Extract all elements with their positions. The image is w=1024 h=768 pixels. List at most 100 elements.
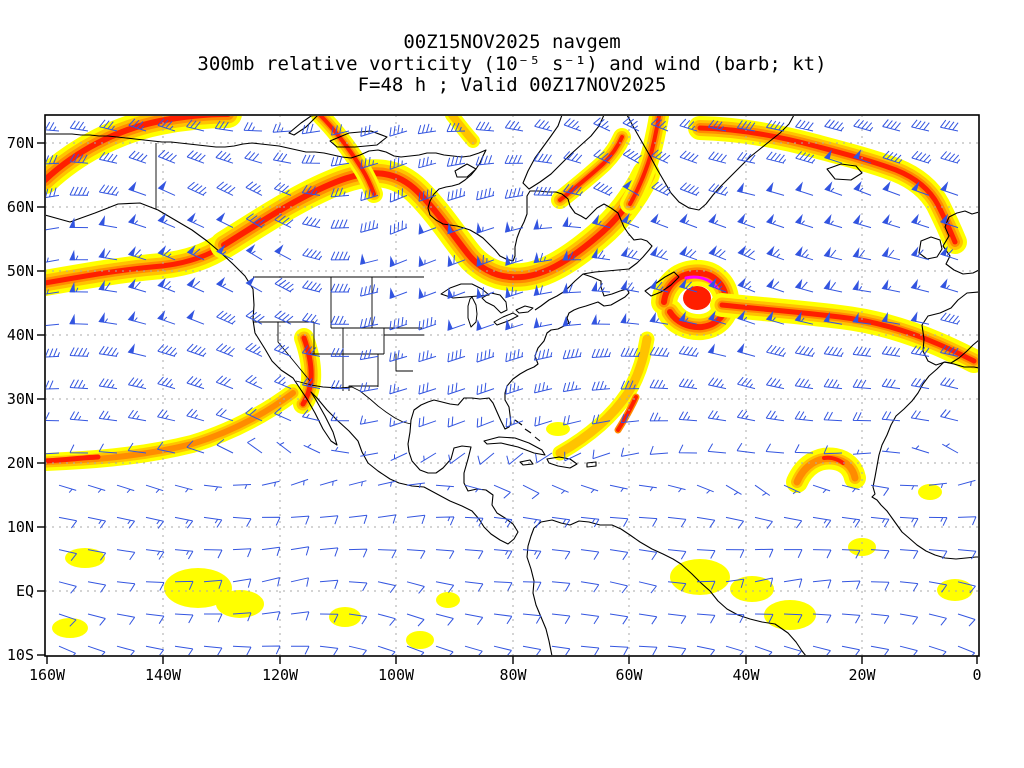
wind-barb [69, 153, 89, 164]
wind-barb [245, 374, 263, 390]
wind-barb [389, 124, 408, 137]
wind-barb-pennant [216, 244, 226, 255]
wind-barb-pennant [737, 310, 746, 321]
wind-barb [377, 514, 397, 524]
island-coastline [942, 210, 978, 275]
wind-barb [290, 577, 309, 587]
wind-barb [232, 645, 252, 655]
wind-barb [533, 186, 554, 196]
wind-barb [58, 581, 77, 594]
vorticity-blob [164, 568, 232, 608]
wind-barb [418, 156, 437, 169]
wind-barb [186, 343, 207, 357]
wind-barb-pennant [157, 245, 167, 256]
vorticity-blob [436, 592, 460, 608]
wind-barb [505, 416, 524, 428]
wind-barb [87, 516, 107, 529]
wind-barb [580, 516, 600, 528]
wind-barb [506, 452, 524, 465]
wind-barb-pennant [707, 310, 716, 321]
wind-barb [609, 484, 628, 492]
wind-barb-pennant [505, 286, 511, 299]
island-coastline [483, 436, 546, 456]
wind-barb [911, 445, 930, 454]
wind-barb [504, 120, 524, 132]
wind-barb-pennant [98, 280, 105, 291]
longitude-label: 60W [615, 666, 643, 684]
wind-barb [232, 578, 252, 588]
wind-barb [765, 410, 785, 422]
wind-barb [708, 119, 727, 132]
political-border [348, 385, 378, 391]
wind-barb [116, 549, 136, 561]
wind-barb [870, 581, 890, 591]
wind-barb [245, 407, 263, 422]
island-coastline [921, 291, 978, 366]
wind-barb [418, 382, 437, 395]
wind-barb-pennant [708, 213, 717, 224]
wind-barb [562, 348, 582, 360]
lake-outline [493, 312, 519, 326]
title-line-3: F=48 h ; Valid 00Z17NOV2025 [358, 74, 667, 96]
wind-barb [331, 124, 350, 136]
wind-barb [533, 348, 553, 361]
wind-barb [435, 581, 455, 593]
wind-barb [330, 412, 350, 422]
wind-barb-pennant [620, 246, 629, 258]
wind-barb [649, 346, 670, 357]
wind-barb-pennant [591, 247, 598, 259]
latitude-label: 40N [7, 326, 34, 344]
wind-barb [128, 377, 147, 390]
wind-barb-pennant [622, 179, 632, 190]
wind-barb [957, 516, 977, 526]
wind-barb [910, 345, 930, 357]
latitude-label: 70N [7, 134, 34, 152]
wind-barb-pennant [418, 255, 425, 268]
lake-outline [515, 305, 534, 314]
wind-barb-pennant [824, 181, 833, 192]
vorticity-blob [764, 600, 816, 630]
wind-barb [348, 581, 368, 592]
wind-barb [737, 376, 756, 390]
wind-barb [870, 484, 890, 496]
wind-barb-pennant [447, 287, 454, 300]
wind-barb [812, 516, 832, 528]
wind-barb-pennant [939, 213, 949, 224]
wind-barb [870, 645, 890, 655]
wind-barb [245, 342, 263, 357]
island-coastline [329, 130, 388, 148]
vorticity-blob [329, 607, 361, 627]
wind-barb [940, 119, 959, 132]
wind-barb [276, 441, 292, 454]
wind-barb [824, 119, 845, 132]
wind-barb [551, 613, 571, 624]
wind-barb [203, 516, 223, 528]
wind-barb-pennant [591, 214, 600, 225]
wind-barb-pennant [794, 311, 802, 322]
wind-barb-pennant [766, 213, 775, 225]
wind-barb [841, 549, 861, 559]
latitude-label: 30N [7, 390, 34, 408]
vorticity-band [46, 116, 231, 183]
wind-barb [377, 581, 396, 594]
wind-barb [475, 121, 495, 132]
wind-barb [145, 516, 164, 529]
wind-barb [580, 549, 600, 560]
wind-barb [638, 645, 658, 655]
wind-barb-pennant [418, 287, 425, 300]
wind-barb [667, 516, 687, 528]
wind-barb-pennant [505, 254, 511, 266]
wind-barb [667, 549, 687, 560]
wind-barb-pennant [591, 280, 597, 292]
wind-barb [476, 416, 495, 428]
wind-barb-pennant [737, 213, 746, 224]
wind-barb [476, 187, 495, 201]
wind-barb-pennant [504, 221, 511, 233]
wind-barb [841, 484, 860, 493]
wind-barb [754, 548, 774, 558]
wind-barb [649, 445, 669, 455]
wind-barb [841, 516, 861, 528]
wind-barb [98, 345, 119, 357]
wind-barb [330, 251, 351, 261]
